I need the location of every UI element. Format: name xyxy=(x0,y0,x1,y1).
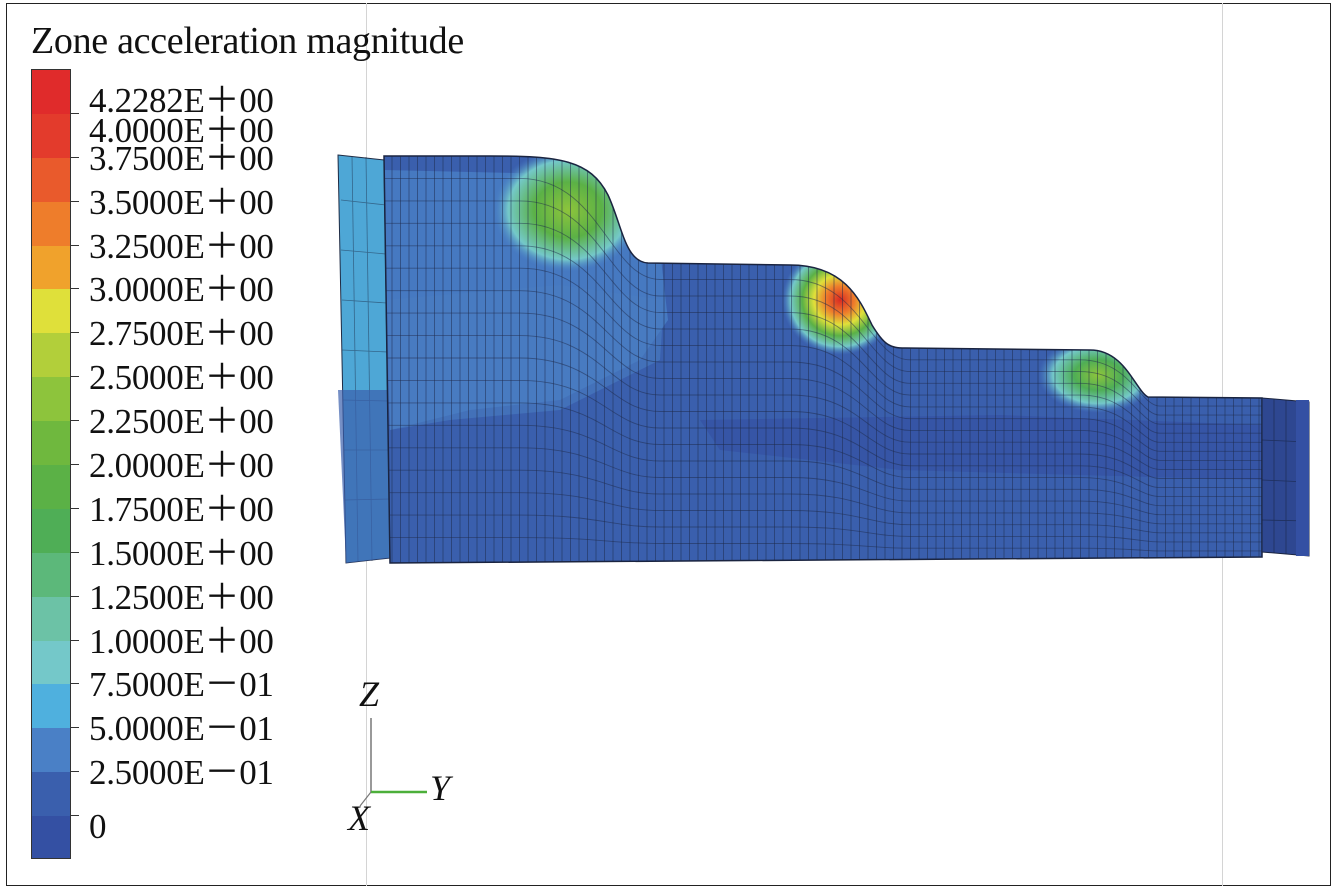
mesh-line xyxy=(384,537,1262,552)
legend-label: 1.5000E＋00 xyxy=(89,533,274,573)
mesh-line xyxy=(384,424,1262,507)
legend-label: 4.2282E＋00 xyxy=(89,81,274,120)
colorbar-swatch xyxy=(32,245,70,291)
colorbar-tick xyxy=(71,551,79,553)
colorbar-tick xyxy=(71,683,79,685)
colorbar-tick xyxy=(71,200,79,202)
colorbar-swatch xyxy=(32,552,70,598)
colorbar-tick xyxy=(71,507,79,509)
colorbar-tick xyxy=(71,288,79,290)
legend-title: Zone acceleration magnitude xyxy=(31,20,464,62)
legend-label: 1.2500E＋00 xyxy=(89,577,274,617)
legend-label: 3.7500E＋00 xyxy=(89,138,274,178)
z-axis-label: Z xyxy=(359,674,380,714)
colorbar-swatch xyxy=(32,421,70,466)
figure-frame xyxy=(6,3,1331,886)
legend-label: 5.0000E－01 xyxy=(89,709,274,749)
mesh-line xyxy=(384,267,1262,443)
mesh-line xyxy=(384,177,1262,407)
acceleration-hotspot-upper xyxy=(493,156,643,272)
mesh-line xyxy=(384,447,1262,516)
colorbar-tick xyxy=(71,639,79,641)
legend-label: 2.5000E＋00 xyxy=(89,358,274,398)
legend-label: 1.0000E＋00 xyxy=(89,621,274,661)
legend-label: 4.0000E＋00 xyxy=(89,111,274,150)
colorbar-tick xyxy=(71,156,79,158)
legend-label: 3.5000E＋00 xyxy=(89,182,274,222)
colorbar-swatch xyxy=(32,772,70,818)
colorbar-tick xyxy=(71,464,79,465)
colorbar-tick xyxy=(71,815,79,817)
colorbar-swatch xyxy=(32,157,70,203)
colorbar-swatch xyxy=(32,201,70,247)
legend-label: 2.0000E＋00 xyxy=(89,446,274,485)
colorbar-swatch xyxy=(32,816,70,858)
slope-outline xyxy=(383,155,1263,564)
right-boundary-edge xyxy=(1296,400,1309,556)
mesh-line xyxy=(384,357,1262,479)
legend-label: 0 xyxy=(89,807,107,846)
colorbar xyxy=(31,69,71,859)
mesh-horizontal-lines xyxy=(384,177,1262,552)
mesh-line xyxy=(384,379,1262,489)
colorbar-tick xyxy=(71,727,79,729)
colorbar-swatch xyxy=(32,640,70,686)
colorbar-tick xyxy=(71,332,79,334)
legend-label: 2.7500E＋00 xyxy=(89,314,274,354)
legend-label: 3.0000E＋00 xyxy=(89,270,274,310)
mesh-line xyxy=(384,402,1262,498)
mesh-line xyxy=(384,492,1262,534)
colorbar-swatch xyxy=(32,70,70,115)
x-axis-line xyxy=(359,791,372,807)
legend-label: 2.5000E－01 xyxy=(89,753,274,793)
legend-label: 3.2500E＋00 xyxy=(89,226,274,266)
colorbar-swatch xyxy=(32,728,70,774)
colorbar-tick xyxy=(71,595,79,597)
mesh-line xyxy=(384,514,1262,543)
mesh-line xyxy=(384,312,1262,461)
y-axis-label: Y xyxy=(430,768,451,808)
colorbar-swatch xyxy=(32,684,70,730)
legend-label: 7.5000E－01 xyxy=(89,665,274,705)
colorbar-tick xyxy=(71,771,79,773)
x-axis-label: X xyxy=(348,798,370,838)
left-boundary-lower xyxy=(338,390,390,563)
slope-body xyxy=(384,156,1262,563)
colorbar-swatch xyxy=(32,465,70,510)
colorbar-tick xyxy=(71,112,79,114)
colorbar-swatch xyxy=(32,333,70,379)
colorbar-tick xyxy=(71,420,79,422)
colorbar-tick xyxy=(71,244,79,246)
colorbar-tick xyxy=(71,376,79,378)
colorbar-swatch xyxy=(32,377,70,423)
mesh-line xyxy=(384,335,1262,470)
mesh-line xyxy=(384,200,1262,416)
legend-label: 1.7500E＋00 xyxy=(89,489,274,529)
mesh-line xyxy=(384,290,1262,452)
colorbar-swatch xyxy=(32,289,70,335)
colorbar-swatch xyxy=(32,113,70,159)
legend-label: 2.2500E＋00 xyxy=(89,402,274,442)
colorbar-swatch xyxy=(32,508,70,554)
colorbar-swatch xyxy=(32,596,70,642)
mesh-line xyxy=(384,469,1262,525)
mesh-line xyxy=(384,245,1262,434)
mesh-line xyxy=(384,222,1262,425)
